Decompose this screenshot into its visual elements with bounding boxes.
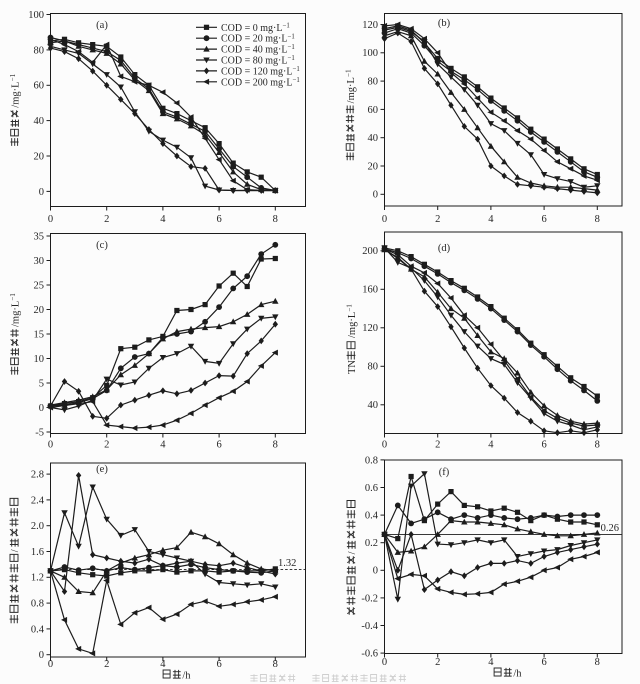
- svg-text:/mg·L−1: /mg·L−1: [346, 304, 359, 338]
- svg-text:2: 2: [435, 657, 440, 668]
- svg-text:4: 4: [160, 440, 166, 451]
- svg-text:0: 0: [373, 566, 378, 577]
- svg-text:20: 20: [34, 151, 45, 162]
- svg-text:1.32: 1.32: [278, 558, 296, 569]
- svg-text:0: 0: [39, 650, 44, 661]
- svg-text:8: 8: [595, 440, 600, 451]
- svg-text:6: 6: [541, 214, 546, 225]
- svg-text:-5: -5: [35, 427, 44, 438]
- svg-text:0: 0: [48, 659, 53, 670]
- svg-text:COD = 40 mg·L−1: COD = 40 mg·L−1: [221, 44, 295, 55]
- svg-text:6: 6: [216, 214, 221, 225]
- svg-text:1.2: 1.2: [31, 573, 44, 584]
- svg-text:0.26: 0.26: [601, 523, 619, 534]
- svg-text:/mg·L−1: /mg·L−1: [345, 69, 358, 103]
- svg-text:0: 0: [382, 214, 387, 225]
- svg-text:COD = 0 mg·L−1: COD = 0 mg·L−1: [221, 22, 290, 33]
- svg-text:COD = 80 mg·L−1: COD = 80 mg·L−1: [221, 55, 295, 66]
- svg-text:6: 6: [541, 440, 546, 451]
- svg-text:2: 2: [104, 659, 109, 670]
- svg-text:35: 35: [34, 231, 45, 242]
- svg-text:4: 4: [160, 214, 166, 225]
- svg-text:8: 8: [273, 440, 278, 451]
- svg-text:80: 80: [34, 45, 45, 56]
- svg-text:20: 20: [34, 305, 45, 316]
- svg-text:0: 0: [39, 403, 44, 414]
- svg-text:/h: /h: [513, 668, 522, 679]
- svg-text:0: 0: [382, 440, 387, 451]
- svg-text:(b): (b): [438, 18, 451, 29]
- svg-text:40: 40: [368, 400, 379, 411]
- svg-text:20: 20: [368, 161, 379, 172]
- svg-text:100: 100: [362, 48, 378, 59]
- svg-text:6: 6: [216, 659, 221, 670]
- svg-text:15: 15: [34, 329, 45, 340]
- svg-text:4: 4: [488, 657, 494, 668]
- svg-text:200: 200: [362, 246, 378, 257]
- svg-text:160: 160: [362, 285, 378, 296]
- svg-text:4: 4: [488, 214, 494, 225]
- svg-text:0: 0: [39, 187, 44, 198]
- svg-text:8: 8: [595, 657, 600, 668]
- svg-text:120: 120: [362, 323, 378, 334]
- svg-text:COD = 200 mg·L−1: COD = 200 mg·L−1: [221, 77, 300, 88]
- svg-text:0: 0: [373, 190, 378, 201]
- svg-text:0: 0: [48, 440, 53, 451]
- svg-text:(d): (d): [438, 243, 451, 254]
- svg-text:8: 8: [273, 659, 278, 670]
- svg-text:30: 30: [34, 256, 45, 267]
- svg-text:100: 100: [28, 10, 44, 21]
- svg-text:(c): (c): [96, 240, 108, 251]
- svg-text:COD = 120 mg·L−1: COD = 120 mg·L−1: [221, 66, 300, 77]
- svg-text:(f): (f): [439, 467, 450, 478]
- svg-text:TN: TN: [347, 360, 358, 374]
- svg-text:6: 6: [541, 657, 546, 668]
- svg-text:4: 4: [488, 440, 494, 451]
- svg-text:0.2: 0.2: [365, 538, 378, 549]
- svg-text:-0.2: -0.2: [361, 593, 378, 604]
- svg-text:0.4: 0.4: [31, 624, 45, 635]
- svg-text:/mg·L−1: /mg·L−1: [9, 73, 22, 107]
- svg-text:6: 6: [216, 440, 221, 451]
- svg-text:80: 80: [368, 77, 379, 88]
- svg-text:0.8: 0.8: [31, 599, 44, 610]
- svg-text:80: 80: [368, 362, 379, 373]
- svg-text:-0.6: -0.6: [361, 649, 378, 660]
- svg-text:2.4: 2.4: [31, 495, 45, 506]
- svg-text:8: 8: [273, 214, 278, 225]
- svg-text:0.6: 0.6: [365, 483, 378, 494]
- svg-text:2.0: 2.0: [31, 521, 44, 532]
- svg-text:25: 25: [34, 280, 45, 291]
- svg-text:2: 2: [435, 214, 440, 225]
- svg-text:2: 2: [435, 440, 440, 451]
- svg-text:60: 60: [368, 105, 379, 116]
- svg-text:40: 40: [368, 133, 379, 144]
- svg-text:/: /: [10, 549, 21, 552]
- svg-text:8: 8: [595, 214, 600, 225]
- svg-text:0.8: 0.8: [365, 455, 378, 466]
- svg-text:120: 120: [362, 20, 378, 31]
- svg-text:5: 5: [39, 378, 44, 389]
- svg-text:4: 4: [160, 659, 166, 670]
- svg-text:2.8: 2.8: [31, 470, 44, 481]
- svg-text:/mg·L−1: /mg·L−1: [9, 293, 22, 327]
- svg-text:/h: /h: [182, 670, 191, 681]
- svg-text:0: 0: [48, 214, 53, 225]
- svg-text:2: 2: [104, 440, 109, 451]
- svg-text:COD = 20 mg·L−1: COD = 20 mg·L−1: [221, 33, 295, 44]
- svg-text:1.6: 1.6: [31, 547, 44, 558]
- svg-text:0.4: 0.4: [365, 511, 379, 522]
- svg-text:(e): (e): [96, 464, 108, 475]
- svg-text:-0.4: -0.4: [361, 621, 378, 632]
- svg-text:10: 10: [34, 354, 45, 365]
- svg-text:0: 0: [382, 657, 387, 668]
- svg-text:(a): (a): [96, 20, 108, 31]
- svg-text:60: 60: [34, 81, 45, 92]
- svg-text:2: 2: [104, 214, 109, 225]
- svg-text:40: 40: [34, 116, 45, 127]
- svg-text:/: /: [347, 551, 358, 554]
